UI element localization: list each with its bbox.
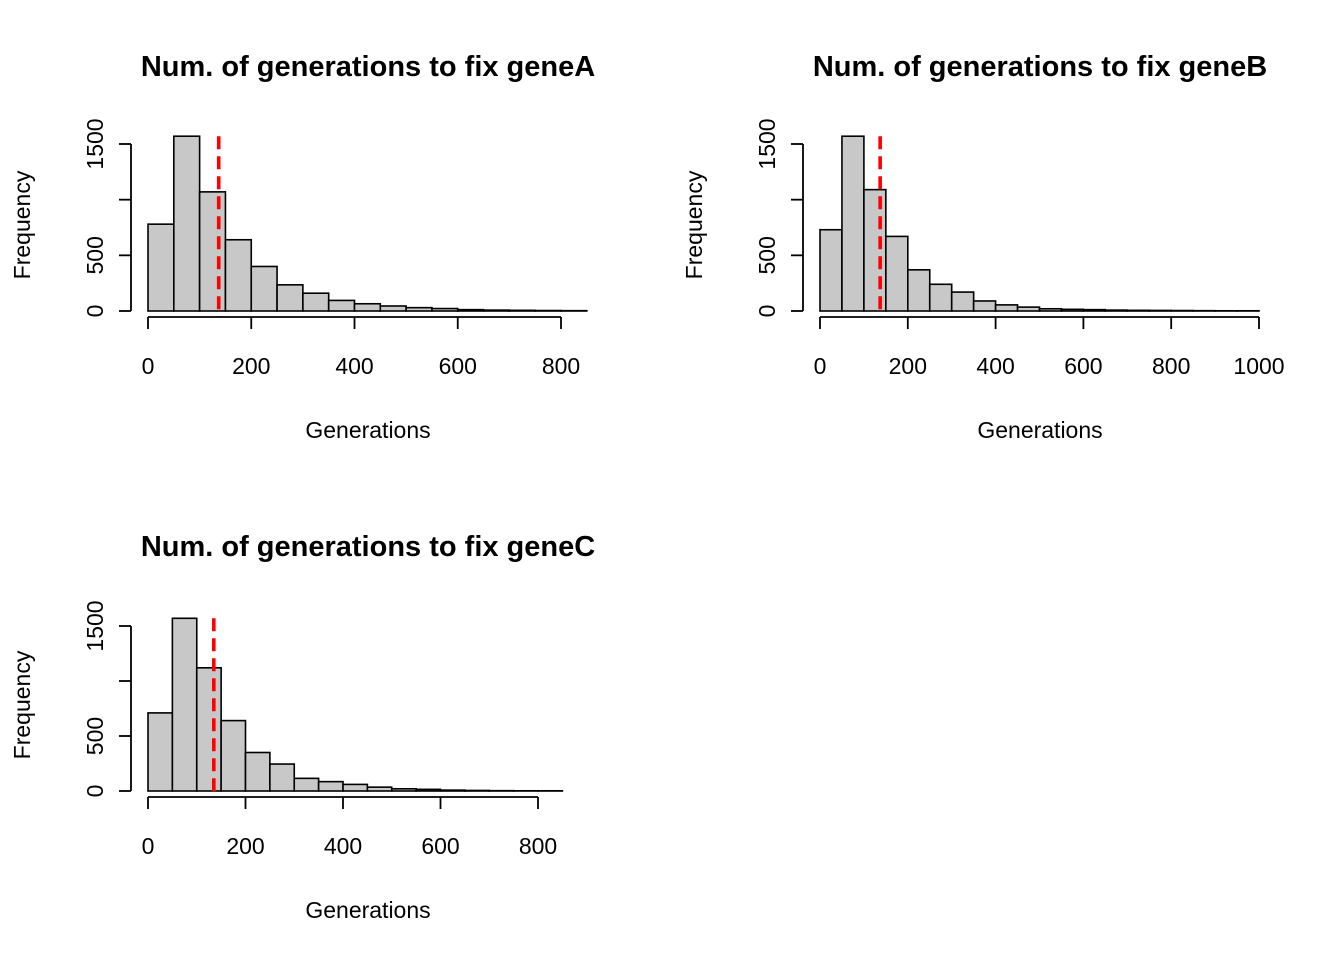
histogram-bar xyxy=(390,787,417,792)
bars xyxy=(819,135,1260,312)
histogram-bar xyxy=(250,265,278,312)
y-tick-label: 1500 xyxy=(754,118,780,169)
histogram-bar xyxy=(819,228,843,312)
histogram-bar xyxy=(841,135,865,312)
histogram-bar xyxy=(327,299,356,312)
histogram-bar xyxy=(317,780,344,792)
histogram-bar xyxy=(1016,306,1041,312)
panel-geneC: Num. of generations to fix geneC Frequen… xyxy=(9,531,595,923)
y-tick-label: 0 xyxy=(754,305,780,318)
histogram-bar xyxy=(302,292,330,312)
histogram-bar xyxy=(456,308,485,312)
histogram-bar xyxy=(1082,308,1107,312)
histogram-bar xyxy=(342,783,369,792)
bars xyxy=(147,617,564,792)
y-axis-label: Frequency xyxy=(9,650,35,759)
histogram-bar xyxy=(950,291,975,312)
y-tick-label: 500 xyxy=(82,236,108,274)
histogram-bar xyxy=(195,666,222,792)
histogram-bar xyxy=(906,269,931,312)
x-axis-label: Generations xyxy=(305,897,430,923)
panel-title: Num. of generations to fix geneB xyxy=(813,51,1267,83)
histogram-bar xyxy=(405,306,433,312)
x-tick-label: 600 xyxy=(439,353,477,379)
y-tick-label: 500 xyxy=(82,717,108,755)
histogram-bar xyxy=(431,307,459,312)
x-tick-label: 200 xyxy=(232,353,270,379)
bars xyxy=(147,135,588,312)
histogram-bar xyxy=(1148,309,1173,312)
x-tick-label: 0 xyxy=(814,353,827,379)
x-tick-label: 400 xyxy=(324,833,362,859)
histogram-bar xyxy=(353,302,382,312)
histogram-bar xyxy=(994,304,1019,312)
panel-geneA: Num. of generations to fix geneA Frequen… xyxy=(9,51,595,443)
histogram-bar xyxy=(147,223,175,312)
y-tick-label: 0 xyxy=(82,305,108,318)
y-tick-label: 500 xyxy=(754,236,780,274)
histogram-bar xyxy=(220,719,247,792)
histogram-bar xyxy=(885,235,909,312)
histogram-bar xyxy=(1126,309,1151,312)
x-tick-label: 600 xyxy=(1064,353,1102,379)
histogram-bar xyxy=(147,712,174,792)
x-tick-label: 200 xyxy=(226,833,264,859)
histogram-bar xyxy=(293,777,320,792)
y-tick-label: 0 xyxy=(82,785,108,798)
x-tick-label: 800 xyxy=(542,353,580,379)
y-tick-label: 1500 xyxy=(82,600,108,651)
x-tick-label: 400 xyxy=(335,353,373,379)
x-axis-label: Generations xyxy=(305,417,430,443)
panel-geneB: Num. of generations to fix geneB Frequen… xyxy=(681,51,1285,443)
histogram-bar xyxy=(244,751,271,792)
histogram-bar xyxy=(482,309,511,312)
histogram-bar xyxy=(1104,309,1129,312)
x-tick-label: 0 xyxy=(142,833,155,859)
y-axis-label: Frequency xyxy=(681,170,707,279)
x-tick-label: 400 xyxy=(976,353,1014,379)
x-tick-label: 0 xyxy=(142,353,155,379)
histogram-bar xyxy=(508,309,536,312)
panel-title: Num. of generations to fix geneC xyxy=(141,531,595,563)
histogram-bar xyxy=(269,763,296,792)
histogram-bar xyxy=(415,788,442,792)
histogram-bar xyxy=(366,786,393,792)
histogram-bar xyxy=(464,789,491,792)
x-tick-label: 800 xyxy=(1152,353,1190,379)
x-tick-label: 600 xyxy=(421,833,459,859)
histogram-bar xyxy=(173,135,201,312)
histogram-bar xyxy=(379,305,407,312)
histogram-bar xyxy=(224,238,253,312)
histogram-bar xyxy=(928,283,953,312)
x-tick-label: 200 xyxy=(889,353,927,379)
histogram-bar xyxy=(276,284,304,312)
y-tick-label: 1500 xyxy=(82,118,108,169)
histogram-bar xyxy=(1060,308,1085,312)
y-axis-label: Frequency xyxy=(9,170,35,279)
histogram-bar xyxy=(439,789,466,792)
panel-title: Num. of generations to fix geneA xyxy=(141,51,595,83)
x-tick-label: 1000 xyxy=(1233,353,1284,379)
histogram-bar xyxy=(198,191,227,312)
histogram-bar xyxy=(972,300,997,312)
histogram-bar xyxy=(1038,307,1063,312)
x-axis-label: Generations xyxy=(977,417,1102,443)
histogram-bar xyxy=(863,188,887,312)
histogram-bar xyxy=(171,617,198,792)
x-tick-label: 800 xyxy=(519,833,557,859)
